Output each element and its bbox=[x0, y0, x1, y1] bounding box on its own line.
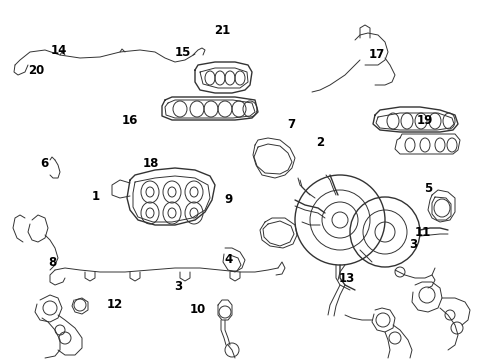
Text: 9: 9 bbox=[224, 193, 232, 206]
Text: 12: 12 bbox=[106, 298, 123, 311]
Text: 6: 6 bbox=[40, 157, 48, 170]
Text: 20: 20 bbox=[28, 64, 45, 77]
Text: 7: 7 bbox=[286, 118, 294, 131]
Text: 18: 18 bbox=[142, 157, 159, 170]
Text: 11: 11 bbox=[414, 226, 430, 239]
Text: 2: 2 bbox=[316, 136, 324, 149]
Text: 8: 8 bbox=[49, 256, 57, 269]
Text: 3: 3 bbox=[408, 238, 416, 251]
Text: 3: 3 bbox=[174, 280, 182, 293]
Text: 10: 10 bbox=[189, 303, 206, 316]
Text: 1: 1 bbox=[91, 190, 99, 203]
Text: 17: 17 bbox=[367, 48, 384, 60]
Text: 4: 4 bbox=[224, 253, 232, 266]
Text: 21: 21 bbox=[214, 24, 230, 37]
Text: 14: 14 bbox=[50, 44, 67, 57]
Text: 5: 5 bbox=[423, 183, 431, 195]
Text: 19: 19 bbox=[415, 114, 432, 127]
Text: 13: 13 bbox=[338, 273, 355, 285]
Text: 15: 15 bbox=[175, 46, 191, 59]
Text: 16: 16 bbox=[121, 114, 138, 127]
